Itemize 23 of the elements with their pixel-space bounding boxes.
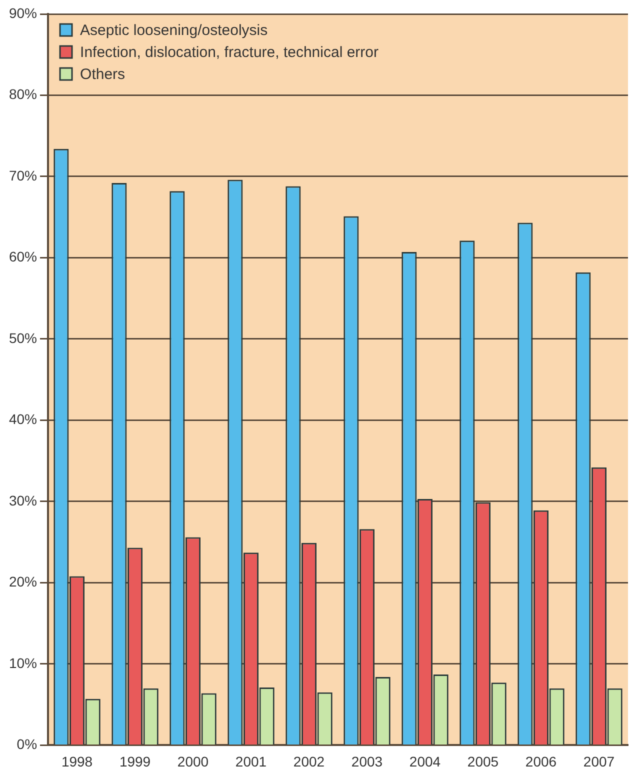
y-tick-label: 60% [8, 248, 38, 265]
y-tick-label: 10% [8, 654, 38, 671]
x-tick-label: 2004 [409, 753, 441, 770]
x-tick-label: 2007 [583, 753, 615, 770]
y-tick-label: 20% [8, 574, 38, 590]
x-tick-label: 1998 [61, 753, 93, 770]
legend-label: Infection, dislocation, fracture, technical error [80, 44, 379, 62]
y-tick-label: 30% [8, 492, 38, 508]
x-tick-label: 2005 [467, 753, 499, 770]
x-tick-label: 1999 [119, 753, 151, 770]
legend-label: Aseptic loosening/osteolysis [80, 22, 268, 40]
x-tick-label: 2006 [525, 753, 557, 770]
x-tick-label: 2000 [177, 753, 209, 770]
y-tick-label: 50% [8, 330, 38, 346]
x-tick-label: 2002 [293, 753, 325, 770]
y-tick-label: 40% [8, 411, 38, 428]
legend-label: Others [80, 66, 126, 84]
x-tick-label: 2003 [351, 753, 383, 770]
y-tick-label: 70% [8, 167, 38, 184]
y-tick-label: 0% [16, 736, 38, 752]
y-tick-label: 90% [8, 4, 38, 21]
x-tick-label: 2001 [235, 753, 267, 770]
y-tick-label: 80% [8, 86, 38, 102]
